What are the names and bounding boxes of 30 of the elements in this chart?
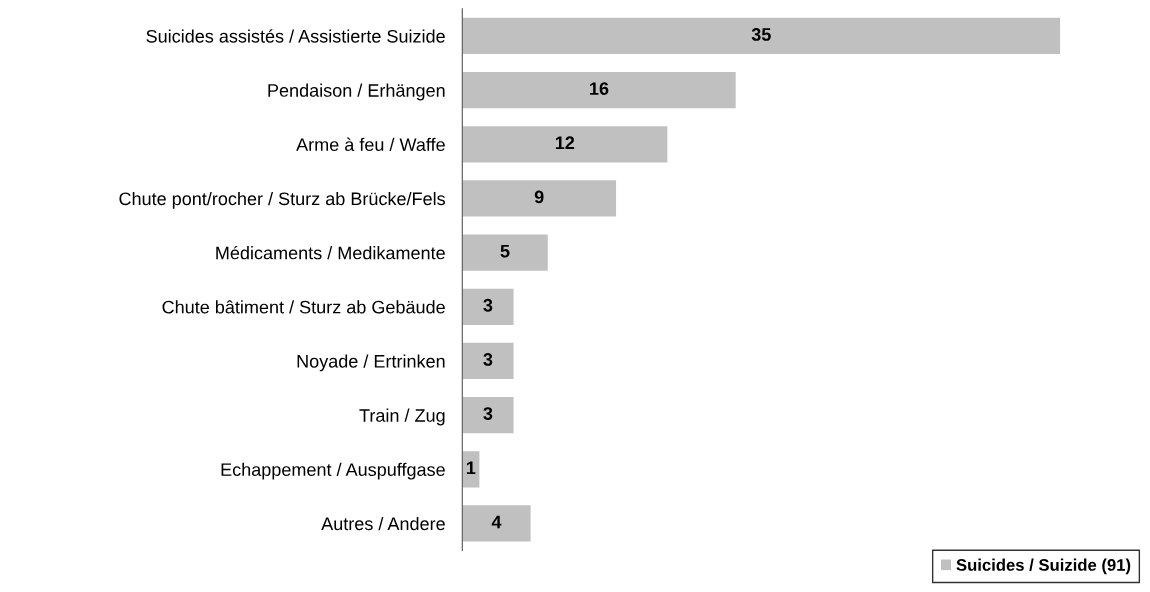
bar	[462, 180, 617, 217]
y-tick-label: Autres / Andere	[321, 516, 445, 531]
data-label: 35	[751, 28, 771, 41]
y-tick-label: Médicaments / Medikamente	[216, 245, 445, 260]
data-label: 4	[491, 515, 502, 529]
bar	[462, 126, 668, 163]
bar	[462, 288, 514, 325]
y-tick-label: Pendaison / Erhängen	[268, 83, 445, 101]
bar	[462, 396, 514, 434]
data-label: 3	[483, 298, 493, 312]
bar	[462, 71, 736, 109]
bar	[462, 342, 514, 380]
data-label: 12	[555, 136, 575, 149]
data-label: 5	[500, 244, 510, 258]
bar	[462, 17, 1061, 55]
y-tick-label: Suicides assistés / Assistierte Suizide	[146, 29, 445, 43]
bar	[462, 505, 531, 542]
y-tick-label: Train / Zug	[359, 408, 445, 426]
data-label: 3	[483, 353, 493, 366]
y-tick-label: Chute pont/rocher / Sturz ab Brücke/Fels	[119, 191, 445, 209]
y-tick-label: Echappement / Auspuffgase	[221, 462, 445, 480]
y-tick-label: Chute bâtiment / Sturz ab Gebäude	[162, 300, 445, 314]
data-label: 1	[466, 461, 476, 474]
data-label: 16	[590, 82, 609, 95]
data-label: 9	[534, 190, 544, 204]
legend-label: Suicides / Suizide (91)	[956, 558, 1131, 575]
bar	[462, 234, 548, 271]
data-label: 3	[483, 407, 493, 421]
y-tick-label: Noyade / Ertrinken	[297, 354, 445, 372]
y-tick-label: Arme à feu / Waffe	[296, 137, 445, 152]
